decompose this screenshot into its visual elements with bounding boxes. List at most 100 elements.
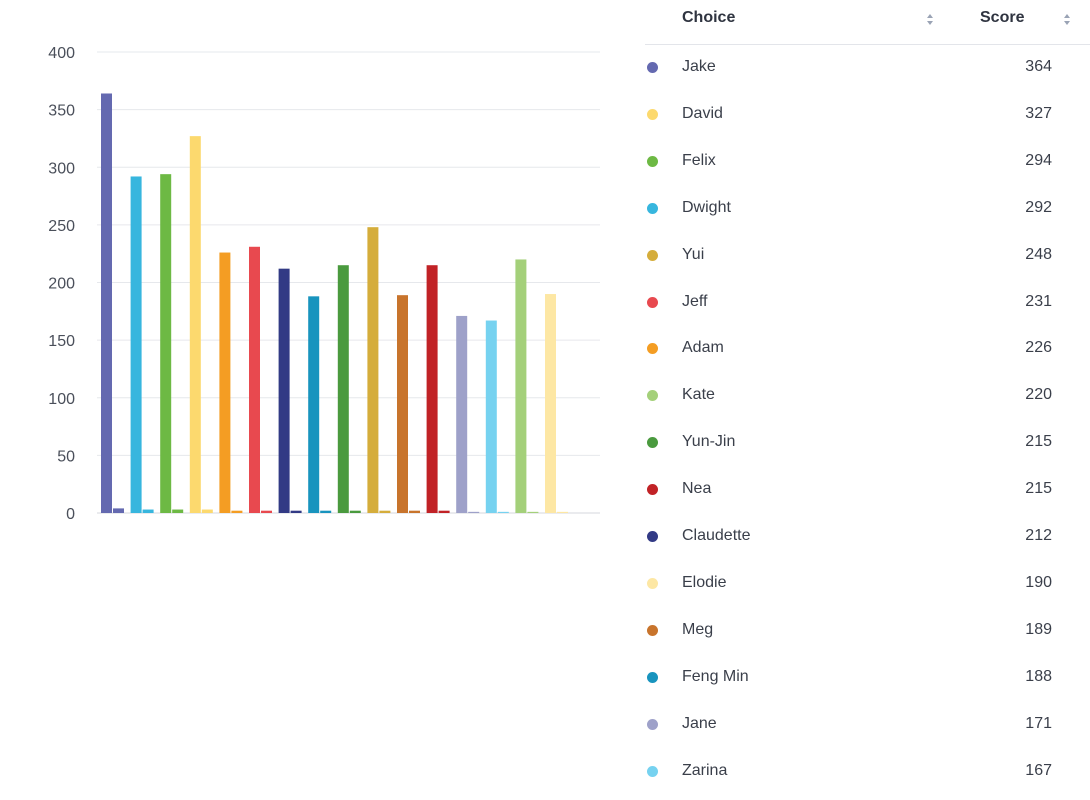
legend-dot-icon [647, 437, 658, 449]
choice-name: Feng Min [682, 667, 749, 685]
bar-chart-svg: 0 50 100 150 200 250 300 350 400 [48, 45, 600, 523]
choice-name: Yui [682, 245, 705, 263]
y-tick-label: 200 [48, 276, 75, 293]
legend-dot-icon [647, 249, 658, 261]
table-row[interactable]: Felix 294 [645, 139, 1090, 185]
sort-icon[interactable] [926, 14, 934, 28]
bar [189, 136, 201, 513]
results-table: Choice Score Jake 364 David 327 Felix 294 Dwig… [645, 0, 1090, 800]
bar [160, 174, 172, 514]
bar [438, 510, 450, 513]
bar [485, 320, 497, 513]
choice-name: David [682, 104, 723, 122]
choice-score: 248 [1025, 245, 1052, 263]
legend-dot-icon [647, 484, 658, 496]
table-row[interactable]: Elodie 190 [645, 561, 1090, 607]
bar-chart: 0 50 100 150 200 250 300 350 400 [48, 45, 600, 523]
bar [497, 511, 509, 513]
bar [468, 511, 480, 513]
table-row[interactable]: Claudette 212 [645, 514, 1090, 560]
sort-icon[interactable] [1063, 14, 1071, 28]
table-row[interactable]: Dwight 292 [645, 186, 1090, 232]
y-tick-label: 300 [48, 160, 75, 177]
legend-dot-icon [647, 765, 658, 777]
y-tick-label: 100 [48, 391, 75, 408]
bar [456, 315, 468, 513]
legend-dot-icon [647, 531, 658, 542]
choice-score: 215 [1025, 433, 1052, 451]
legend-dot-icon [647, 62, 658, 73]
choice-score: 190 [1025, 573, 1052, 591]
choice-name: Meg [682, 620, 714, 638]
y-tick-label: 150 [48, 333, 75, 350]
table-row[interactable]: Nea 215 [645, 467, 1090, 513]
bar [379, 510, 391, 513]
table-row[interactable]: Yun-Jin 215 [645, 420, 1090, 466]
table-row[interactable]: Kate 220 [645, 373, 1090, 419]
bar [409, 510, 420, 513]
legend-dot-icon [647, 718, 658, 730]
bar [397, 295, 408, 513]
bar [545, 294, 556, 513]
choice-name: Felix [682, 151, 716, 169]
choice-name: Jeff [682, 292, 708, 310]
bar [231, 510, 243, 513]
choice-name: Claudette [682, 527, 751, 544]
y-tick-label: 0 [66, 506, 75, 523]
bar [557, 511, 568, 513]
bar [320, 510, 332, 513]
table-row[interactable]: David 327 [645, 92, 1090, 138]
choice-score: 292 [1025, 198, 1052, 216]
bar [278, 268, 290, 513]
legend-dot-icon [647, 671, 658, 683]
choice-column-header[interactable]: Choice [682, 9, 736, 26]
choice-score: 215 [1025, 480, 1052, 498]
bar [527, 511, 539, 513]
bar [201, 509, 213, 513]
legend-dot-icon [647, 390, 658, 402]
table-row[interactable]: Adam 226 [645, 326, 1090, 372]
legend-dot-icon [647, 202, 658, 214]
table-row[interactable]: Zarina 167 [645, 749, 1090, 795]
bar [290, 510, 302, 513]
table-row[interactable]: Meg 189 [645, 608, 1090, 654]
bar [261, 510, 272, 513]
choice-name: Zarina [682, 761, 728, 779]
table-row[interactable]: Jake 364 [645, 45, 1090, 91]
choice-name: Jane [682, 714, 717, 732]
choice-name: Nea [682, 480, 712, 498]
choice-name: Adam [682, 339, 724, 357]
legend-dot-icon [647, 577, 658, 589]
choice-score: 212 [1025, 527, 1052, 544]
choice-score: 226 [1025, 339, 1052, 357]
choice-name: Dwight [682, 198, 731, 216]
choice-score: 189 [1025, 620, 1052, 638]
legend-dot-icon [647, 296, 658, 308]
bar [172, 509, 184, 513]
bar [515, 259, 527, 513]
bar [142, 509, 154, 513]
bar [130, 176, 142, 513]
legend-dot-icon [647, 108, 658, 120]
choice-name: Jake [682, 58, 716, 75]
choice-score: 327 [1025, 104, 1052, 122]
bar [219, 252, 231, 513]
bar [308, 296, 320, 513]
bar [349, 510, 361, 513]
choice-name: Elodie [682, 573, 727, 591]
legend-dot-icon [647, 343, 658, 355]
score-column-header[interactable]: Score [980, 9, 1025, 26]
y-tick-label: 350 [48, 103, 75, 120]
choice-name: Yun-Jin [682, 433, 736, 451]
choice-score: 231 [1025, 292, 1052, 310]
bar [249, 246, 260, 513]
table-header: Choice Score [645, 0, 1090, 45]
table-row[interactable]: Yui 248 [645, 233, 1090, 279]
y-tick-label: 250 [48, 218, 75, 235]
bar [426, 265, 438, 513]
table-row[interactable]: Feng Min 188 [645, 655, 1090, 701]
choice-score: 171 [1025, 714, 1052, 732]
table-row[interactable]: Jane 171 [645, 702, 1090, 748]
table-row[interactable]: Jeff 231 [645, 280, 1090, 326]
choice-score: 364 [1025, 58, 1052, 75]
